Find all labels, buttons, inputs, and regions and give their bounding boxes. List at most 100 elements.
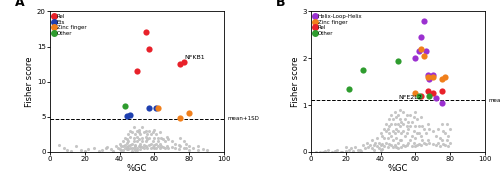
Point (387, 134, 395, 137)
Point (133, 129, 141, 132)
Point (154, 106, 162, 109)
Point (152, 107, 160, 110)
Point (406, 113, 414, 116)
Point (416, 115, 424, 118)
Point (413, 132, 421, 135)
Point (394, 147, 402, 150)
Point (150, 147, 158, 150)
Point (180, 140, 188, 143)
Point (132, 148, 140, 151)
Point (332, 149, 340, 152)
Point (398, 139, 406, 142)
Point (416, 47, 424, 50)
Point (438, 122, 446, 125)
Point (118, 148, 126, 151)
Point (412, 92, 420, 95)
Point (60, 147, 68, 150)
Point (147, 147, 155, 150)
Point (387, 143, 395, 146)
Point (350, 146, 358, 149)
Point (122, 138, 130, 141)
Point (176, 63, 184, 66)
Point (420, 54, 428, 57)
Point (434, 141, 442, 144)
Point (376, 148, 384, 151)
Point (130, 136, 138, 139)
Point (432, 97, 440, 100)
Point (402, 113, 410, 116)
Point (441, 132, 449, 135)
Point (378, 134, 386, 137)
Point (64, 148, 72, 151)
Point (194, 145, 202, 148)
Point (380, 145, 388, 148)
Point (429, 129, 437, 132)
Point (324, 148, 332, 151)
Point (126, 135, 134, 138)
Point (175, 148, 183, 151)
Point (415, 94, 423, 97)
Point (342, 150, 350, 153)
Point (404, 141, 412, 144)
Point (333, 148, 341, 151)
Point (386, 125, 394, 128)
Point (126, 129, 134, 132)
Point (145, 47, 153, 50)
Point (406, 125, 414, 128)
Point (424, 122, 432, 125)
Point (172, 147, 179, 150)
Point (152, 133, 160, 136)
Point (98, 148, 106, 151)
Point (382, 141, 390, 144)
Point (132, 133, 140, 136)
Point (132, 143, 140, 146)
Legend: Helix-Loop-Helix, Zinc finger, Rel, Other: Helix-Loop-Helix, Zinc finger, Rel, Othe… (312, 13, 363, 37)
Point (142, 135, 150, 138)
Point (176, 136, 184, 139)
Point (390, 132, 398, 135)
Point (380, 127, 388, 130)
Point (402, 125, 410, 128)
Point (124, 140, 132, 143)
Point (134, 128, 142, 131)
Point (342, 146, 350, 149)
Point (328, 150, 336, 154)
Point (416, 36, 424, 39)
Point (412, 125, 420, 128)
Point (133, 146, 141, 149)
Point (150, 128, 158, 131)
Point (346, 148, 354, 151)
Point (138, 126, 146, 129)
Point (438, 101, 446, 104)
Point (420, 127, 428, 130)
Point (156, 142, 164, 145)
Point (408, 134, 416, 137)
Point (176, 116, 184, 119)
Point (175, 143, 183, 146)
Point (426, 141, 434, 144)
Point (67, 149, 75, 152)
Point (410, 115, 418, 118)
Point (390, 143, 398, 146)
Point (72, 145, 80, 148)
Point (389, 146, 397, 149)
Point (194, 148, 202, 151)
Point (386, 132, 394, 135)
Point (389, 139, 397, 142)
Point (121, 105, 129, 108)
Point (444, 145, 452, 148)
Point (426, 78, 434, 81)
Point (382, 129, 390, 132)
Point (372, 141, 380, 144)
Point (54, 143, 62, 146)
Point (312, 150, 320, 154)
Point (396, 108, 404, 111)
Point (156, 131, 164, 134)
Text: B: B (276, 0, 285, 9)
Point (347, 147, 355, 150)
Point (130, 146, 138, 149)
Point (396, 139, 404, 142)
Point (144, 138, 152, 141)
Point (202, 148, 210, 151)
Point (424, 75, 432, 78)
